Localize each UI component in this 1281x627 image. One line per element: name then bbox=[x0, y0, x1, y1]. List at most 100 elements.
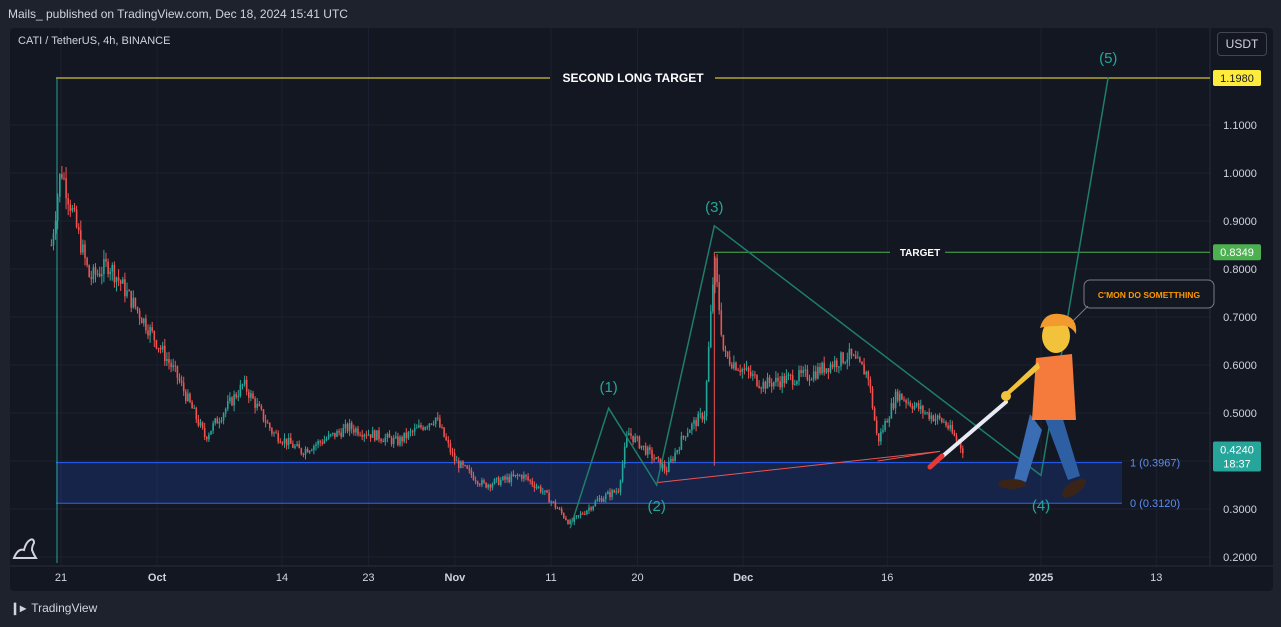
candle-body bbox=[959, 442, 962, 449]
candle-body bbox=[415, 427, 418, 429]
candle-body bbox=[514, 474, 517, 477]
candle-body bbox=[184, 391, 187, 401]
candle-body bbox=[697, 413, 699, 427]
candle-body bbox=[567, 519, 569, 524]
candle-body bbox=[506, 476, 508, 480]
candle-body bbox=[262, 409, 265, 421]
wave-label: (5) bbox=[1099, 50, 1117, 67]
candle-body bbox=[961, 448, 964, 454]
candle-body bbox=[245, 379, 248, 392]
candle-body bbox=[808, 379, 811, 381]
candle-body bbox=[552, 501, 555, 503]
candle-body bbox=[193, 407, 195, 409]
countdown-tag: 18:37 bbox=[1223, 458, 1251, 470]
candle-body bbox=[220, 420, 223, 422]
currency-button[interactable]: USDT bbox=[1217, 32, 1267, 56]
candle-body bbox=[613, 490, 615, 493]
candle-body bbox=[722, 334, 725, 351]
candle-body bbox=[699, 413, 702, 415]
candle-body bbox=[468, 468, 471, 470]
candle-body bbox=[758, 385, 760, 388]
candle-body bbox=[367, 434, 370, 436]
candle-body bbox=[525, 474, 527, 477]
candle-body bbox=[653, 458, 655, 460]
candle-body bbox=[371, 430, 374, 438]
candle-body bbox=[733, 362, 735, 369]
chart-frame[interactable] bbox=[10, 28, 1273, 591]
y-tick-label: 0.3000 bbox=[1223, 504, 1257, 516]
candle-body bbox=[848, 348, 851, 360]
long-target-price-tag: 1.1980 bbox=[1220, 73, 1254, 85]
x-tick-label: 23 bbox=[362, 572, 374, 584]
candle-body bbox=[546, 490, 548, 493]
candle-body bbox=[518, 475, 521, 477]
x-tick-label: 16 bbox=[881, 572, 893, 584]
candle-body bbox=[512, 474, 515, 477]
candle-body bbox=[222, 413, 225, 421]
candle-body bbox=[600, 498, 603, 502]
candle-body bbox=[659, 458, 662, 469]
right-leg bbox=[1044, 416, 1080, 480]
candle-body bbox=[846, 359, 849, 363]
candle-body bbox=[642, 445, 645, 447]
candle-body bbox=[604, 494, 607, 499]
candle-body bbox=[917, 403, 920, 410]
candle-body bbox=[644, 445, 647, 455]
candle-body bbox=[714, 258, 716, 285]
candle-body bbox=[535, 486, 538, 488]
candle-body bbox=[325, 438, 328, 441]
candle-body bbox=[247, 391, 250, 398]
candle-body bbox=[268, 423, 271, 429]
candle-body bbox=[174, 365, 177, 367]
candle-body bbox=[577, 515, 580, 517]
candle-body bbox=[949, 425, 951, 429]
candle-body bbox=[336, 431, 338, 437]
candle-body bbox=[539, 486, 542, 492]
candle-body bbox=[892, 403, 895, 409]
candle-body bbox=[569, 520, 571, 524]
candle-body bbox=[678, 449, 681, 451]
candle-body bbox=[481, 480, 483, 485]
candle-body bbox=[487, 484, 489, 488]
candle-body bbox=[304, 448, 307, 455]
candle-body bbox=[439, 418, 441, 428]
candle-body bbox=[575, 515, 578, 517]
candle-body bbox=[527, 476, 529, 480]
candle-body bbox=[747, 367, 750, 372]
candle-body bbox=[812, 371, 815, 380]
candle-body bbox=[277, 432, 279, 442]
candle-body bbox=[871, 388, 874, 408]
candle-body bbox=[117, 277, 120, 281]
candle-body bbox=[749, 371, 752, 376]
candle-body bbox=[854, 355, 857, 359]
candle-body bbox=[670, 459, 672, 462]
candle-body bbox=[617, 491, 620, 493]
candle-body bbox=[401, 436, 403, 442]
chart-canvas[interactable]: 1 (0.3967) 0 (0.3120) SECOND LONG TARGET T… bbox=[10, 28, 1273, 591]
candle-body bbox=[726, 351, 729, 357]
candle-body bbox=[791, 375, 794, 385]
candle-body bbox=[821, 362, 823, 374]
candle-body bbox=[499, 480, 502, 485]
candle-body bbox=[777, 377, 779, 382]
candle-body bbox=[145, 318, 147, 331]
candle-body bbox=[716, 258, 718, 283]
candle-body bbox=[319, 441, 321, 443]
long-target-label: SECOND LONG TARGET bbox=[562, 71, 704, 85]
candle-body bbox=[955, 435, 958, 441]
candle-body bbox=[558, 508, 561, 510]
candle-body bbox=[520, 475, 523, 479]
candle-body bbox=[817, 367, 819, 379]
candle-body bbox=[212, 423, 214, 431]
candle-body bbox=[84, 244, 86, 259]
candle-body bbox=[924, 412, 926, 414]
candle-body bbox=[533, 484, 536, 488]
candle-body bbox=[418, 425, 420, 428]
candle-body bbox=[132, 297, 135, 308]
candle-body bbox=[590, 507, 592, 510]
candle-body bbox=[210, 430, 212, 435]
candle-body bbox=[382, 441, 384, 443]
candle-body bbox=[445, 436, 447, 440]
candle-body bbox=[922, 405, 924, 413]
candle-body bbox=[191, 402, 193, 409]
